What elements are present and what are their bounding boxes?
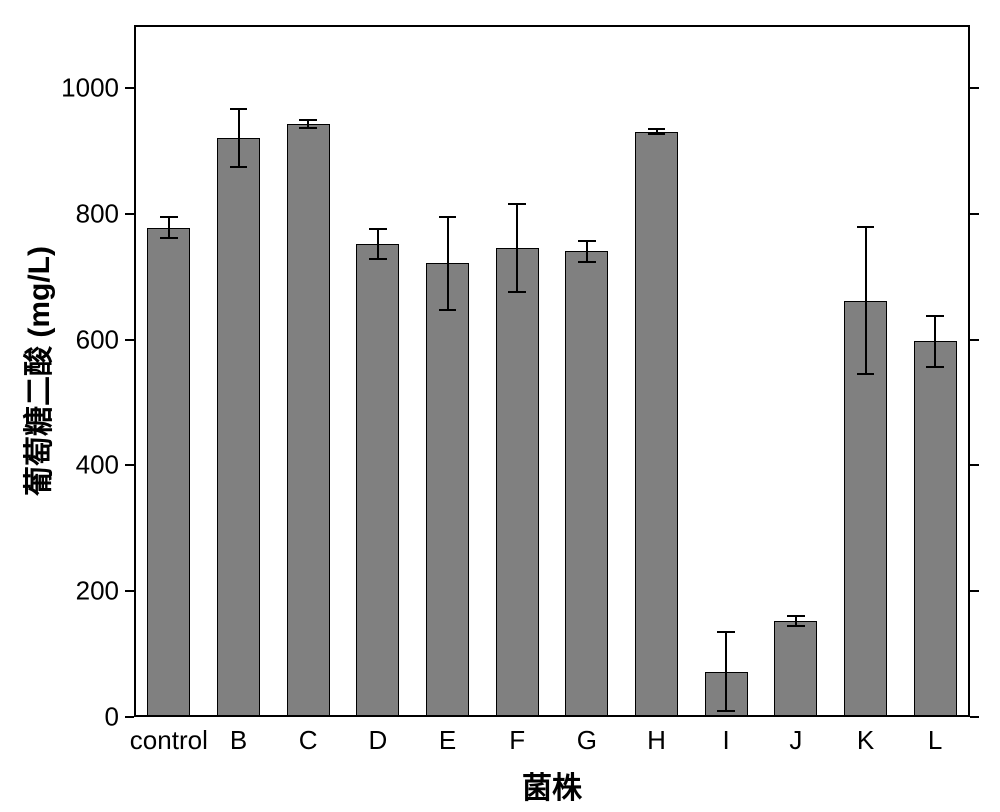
error-cap-bottom [508,291,525,293]
x-tick-label: K [857,725,874,756]
error-cap-top [230,108,247,110]
error-bar [516,204,518,292]
y-tick-right [970,87,979,89]
x-tick-label: control [130,725,208,756]
x-tick-label: C [299,725,318,756]
error-cap-top [439,216,456,218]
plot-border [134,25,970,717]
error-cap-top [857,226,874,228]
error-bar [586,241,588,262]
error-bar [447,217,449,310]
y-tick [125,590,134,592]
error-cap-top [578,240,595,242]
error-cap-top [299,119,316,121]
error-cap-bottom [230,166,247,168]
error-cap-bottom [787,625,804,627]
error-cap-top [160,216,177,218]
y-tick-right [970,213,979,215]
y-tick [125,464,134,466]
y-tick-label: 600 [76,324,119,355]
error-bar [865,227,867,374]
error-cap-top [508,203,525,205]
x-tick-label: B [230,725,247,756]
x-tick-label: E [439,725,456,756]
y-tick [125,339,134,341]
error-cap-top [648,128,665,130]
y-tick [125,213,134,215]
x-tick-label: I [723,725,730,756]
error-cap-top [926,315,943,317]
y-tick-label: 1000 [61,72,119,103]
error-cap-bottom [160,237,177,239]
error-cap-top [369,228,386,230]
x-tick-label: G [577,725,597,756]
chart-container: 0 200 400 600 800 1000 control B C D E F G H I J K L 菌株 葡萄糖… [0,0,1000,812]
y-tick-right [970,339,979,341]
error-bar [725,632,727,711]
y-axis-title: 葡萄糖二酸 (mg/L) [14,246,58,496]
error-bar [377,229,379,259]
error-cap-bottom [648,133,665,135]
y-tick [125,716,134,718]
y-tick-label: 200 [76,576,119,607]
error-bar [238,109,240,167]
error-bar [934,316,936,368]
y-tick [125,87,134,89]
error-bar [168,217,170,238]
error-cap-bottom [857,373,874,375]
error-cap-bottom [369,258,386,260]
x-tick-label: D [368,725,387,756]
x-tick-label: H [647,725,666,756]
error-cap-bottom [439,309,456,311]
x-tick-label: F [509,725,525,756]
x-tick-label: J [789,725,802,756]
error-cap-top [717,631,734,633]
y-tick-label: 800 [76,198,119,229]
error-cap-bottom [299,127,316,129]
y-tick-right [970,716,979,718]
x-axis-title: 菌株 [522,763,582,807]
error-cap-top [787,615,804,617]
y-tick-label: 0 [105,702,119,733]
error-cap-bottom [926,366,943,368]
x-tick-label: L [928,725,942,756]
y-tick-right [970,590,979,592]
error-cap-bottom [578,261,595,263]
y-tick-label: 400 [76,450,119,481]
error-cap-bottom [717,710,734,712]
y-tick-right [970,464,979,466]
